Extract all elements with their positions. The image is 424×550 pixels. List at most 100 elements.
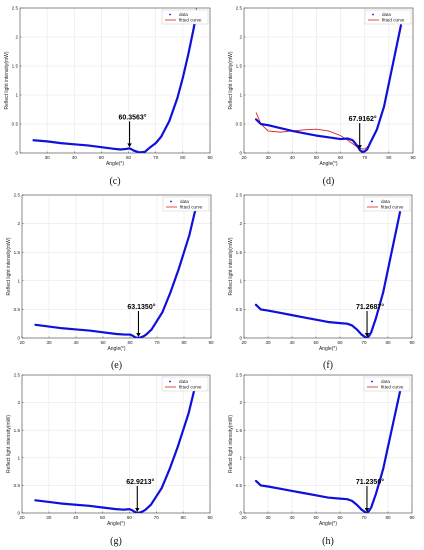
legend-label-fitted: fitted curve xyxy=(179,385,202,390)
y-tick-label: 1.5 xyxy=(14,428,21,433)
series-group xyxy=(254,211,402,338)
annotation-arrow-head xyxy=(136,333,141,337)
x-axis-label: Angle(°) xyxy=(106,161,124,167)
data-point xyxy=(150,503,152,506)
data-point xyxy=(392,59,395,62)
y-tick-label: 0 xyxy=(239,511,242,516)
data-point xyxy=(168,467,171,470)
data-point xyxy=(123,508,125,511)
x-tick-label: 70 xyxy=(154,515,160,520)
data-point xyxy=(355,328,358,331)
annotation-label: 71.2350° xyxy=(356,478,384,486)
data-point xyxy=(327,321,329,323)
data-point xyxy=(128,508,131,511)
y-axis-label: Reflect light intensity(mW) xyxy=(228,51,234,109)
x-tick-label: 60 xyxy=(338,155,344,160)
data-point xyxy=(391,245,394,248)
x-tick-label: 80 xyxy=(385,515,391,520)
y-tick-label: 1 xyxy=(15,93,18,98)
y-tick-label: 1.5 xyxy=(14,250,21,255)
data-point xyxy=(396,401,399,404)
axes-frame xyxy=(243,194,413,339)
data-point xyxy=(138,151,141,153)
data-point xyxy=(123,333,126,336)
x-tick-label: 60 xyxy=(337,515,343,520)
x-tick-label: 70 xyxy=(362,155,368,160)
data-point xyxy=(124,148,127,150)
data-point xyxy=(144,508,147,511)
data-point xyxy=(143,150,146,153)
data-point xyxy=(355,503,358,506)
y-tick-label: 2.5 xyxy=(236,373,243,378)
data-point xyxy=(88,329,91,332)
panel-caption: (g) xyxy=(110,536,122,547)
y-axis-label: Reflect light intensity(mW) xyxy=(4,51,10,109)
data-point xyxy=(315,494,317,497)
annotation-arrow-head xyxy=(357,145,362,150)
data-point xyxy=(360,508,363,511)
y-tick-label: 2.5 xyxy=(12,6,19,11)
data-point xyxy=(339,322,341,325)
y-tick-label: 1.5 xyxy=(236,250,243,255)
data-point xyxy=(73,143,76,146)
x-tick-label: 80 xyxy=(181,515,187,520)
data-point xyxy=(156,319,158,322)
plot-area xyxy=(244,195,412,338)
data-point xyxy=(370,331,373,334)
data-point xyxy=(101,506,104,509)
data-point xyxy=(351,139,354,142)
y-tick-label: 1.5 xyxy=(236,428,243,433)
data-point xyxy=(102,331,104,334)
data-point xyxy=(383,105,385,108)
data-point xyxy=(315,134,318,137)
x-tick-label: 20 xyxy=(241,340,247,345)
y-axis-label: Reflect light intensity(mW) xyxy=(6,415,12,473)
data-point xyxy=(291,314,293,317)
data-point xyxy=(131,509,134,512)
legend-box xyxy=(363,196,411,212)
data-point xyxy=(267,485,269,488)
x-tick-label: 70 xyxy=(154,340,160,345)
annotation-arrow-head xyxy=(127,143,132,148)
data-point xyxy=(391,423,394,426)
x-tick-label: 90 xyxy=(208,340,214,345)
data-point xyxy=(149,146,152,149)
x-tick-label: 40 xyxy=(72,155,78,160)
data-point xyxy=(366,148,369,151)
annotation-label: 60.3563° xyxy=(118,113,146,121)
data-point xyxy=(187,412,190,415)
data-point xyxy=(382,467,385,470)
legend-marker-data xyxy=(372,13,374,16)
data-point xyxy=(327,136,330,139)
data-point xyxy=(177,268,180,271)
data-point xyxy=(181,76,184,79)
legend-label-data: data xyxy=(381,199,390,204)
y-tick-label: 1 xyxy=(239,455,242,460)
data-point xyxy=(303,316,305,319)
data-point xyxy=(255,480,257,482)
data-point xyxy=(399,211,401,214)
x-tick-label: 50 xyxy=(313,515,319,520)
x-tick-label: 70 xyxy=(361,515,367,520)
panel-caption: (e) xyxy=(111,360,122,371)
axes-frame xyxy=(243,7,414,154)
plot-area xyxy=(22,195,211,338)
data-point xyxy=(176,97,179,99)
data-point xyxy=(150,328,153,331)
axes-frame xyxy=(19,7,211,154)
y-tick-label: 0.5 xyxy=(14,307,21,312)
y-axis-label: Reflect light intensity(mW) xyxy=(228,237,234,295)
y-tick-label: 0.5 xyxy=(236,483,243,488)
annotation-arrow-head xyxy=(135,508,140,512)
y-tick-label: 1.5 xyxy=(12,64,19,69)
data-point xyxy=(133,510,136,513)
data-point xyxy=(363,510,365,513)
x-tick-label: 20 xyxy=(241,515,247,520)
data-point xyxy=(154,142,157,145)
chart-panel-d: 20 30 40 50 60 70 80 90 0 0.5 1 1.5 2 2.5 Angle(°) Refl… xyxy=(228,6,416,187)
y-tick-label: 2 xyxy=(239,221,242,226)
legend-marker-data xyxy=(169,380,171,383)
data-point xyxy=(160,487,163,490)
legend-marker-data xyxy=(371,200,373,203)
legend-marker-data xyxy=(169,13,171,16)
